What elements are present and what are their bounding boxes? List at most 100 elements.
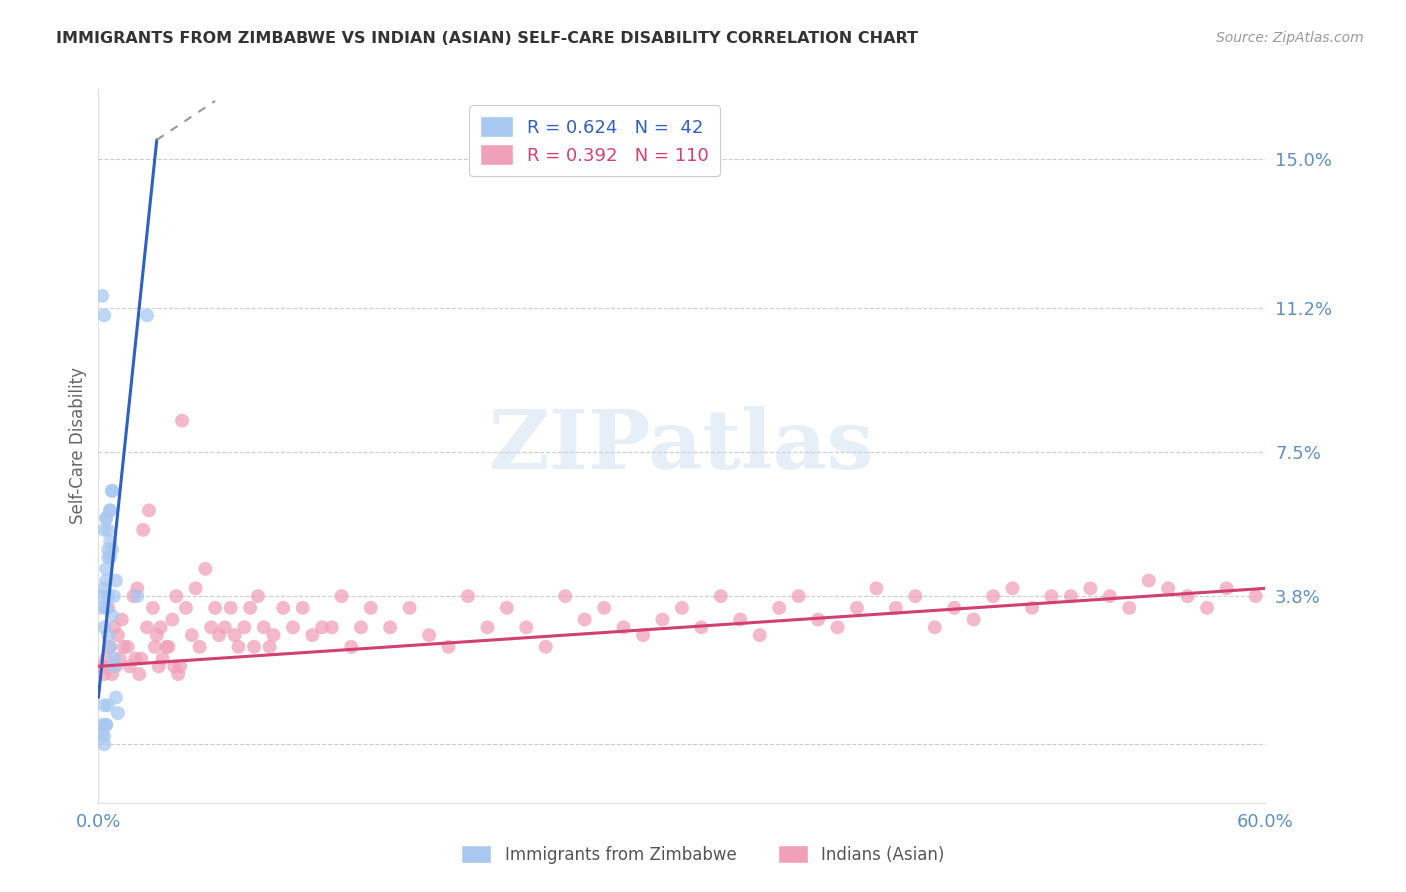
- Point: [262, 628, 284, 642]
- Point: [117, 640, 139, 654]
- Point: [204, 600, 226, 615]
- Point: [1195, 600, 1218, 615]
- Point: [330, 589, 353, 603]
- Point: [170, 414, 193, 428]
- Point: [103, 589, 125, 603]
- Point: [96, 718, 118, 732]
- Point: [103, 620, 125, 634]
- Legend: R = 0.624   N =  42, R = 0.392   N = 110: R = 0.624 N = 42, R = 0.392 N = 110: [470, 105, 720, 176]
- Point: [1215, 582, 1237, 596]
- Point: [165, 589, 187, 603]
- Point: [162, 613, 184, 627]
- Point: [748, 628, 770, 642]
- Point: [97, 600, 120, 615]
- Point: [124, 651, 146, 665]
- Point: [96, 511, 118, 525]
- Point: [219, 600, 242, 615]
- Point: [671, 600, 693, 615]
- Point: [884, 600, 907, 615]
- Point: [1244, 589, 1267, 603]
- Point: [91, 289, 114, 303]
- Point: [104, 659, 127, 673]
- Point: [398, 600, 420, 615]
- Point: [246, 589, 269, 603]
- Point: [224, 628, 246, 642]
- Point: [943, 600, 966, 615]
- Point: [690, 620, 713, 634]
- Point: [128, 667, 150, 681]
- Point: [91, 600, 114, 615]
- Point: [111, 613, 134, 627]
- Point: [104, 574, 127, 588]
- Point: [101, 483, 124, 498]
- Point: [91, 589, 114, 603]
- Point: [1098, 589, 1121, 603]
- Point: [146, 628, 169, 642]
- Legend: Immigrants from Zimbabwe, Indians (Asian): Immigrants from Zimbabwe, Indians (Asian…: [454, 838, 952, 871]
- Point: [534, 640, 557, 654]
- Point: [340, 640, 363, 654]
- Point: [962, 613, 984, 627]
- Point: [924, 620, 946, 634]
- Point: [1177, 589, 1199, 603]
- Point: [98, 503, 121, 517]
- Point: [136, 309, 159, 323]
- Point: [98, 534, 121, 549]
- Point: [157, 640, 180, 654]
- Point: [169, 659, 191, 673]
- Point: [127, 582, 149, 596]
- Point: [96, 562, 118, 576]
- Point: [574, 613, 596, 627]
- Point: [97, 589, 120, 603]
- Point: [98, 640, 121, 654]
- Point: [904, 589, 927, 603]
- Point: [200, 620, 222, 634]
- Text: Source: ZipAtlas.com: Source: ZipAtlas.com: [1216, 31, 1364, 45]
- Point: [96, 600, 118, 615]
- Point: [91, 725, 114, 739]
- Point: [846, 600, 869, 615]
- Point: [1060, 589, 1083, 603]
- Point: [228, 640, 250, 654]
- Point: [93, 737, 115, 751]
- Point: [188, 640, 211, 654]
- Point: [730, 613, 752, 627]
- Point: [107, 706, 129, 720]
- Point: [93, 620, 115, 634]
- Point: [152, 651, 174, 665]
- Point: [710, 589, 733, 603]
- Point: [93, 730, 115, 744]
- Point: [101, 608, 124, 623]
- Point: [631, 628, 654, 642]
- Point: [807, 613, 830, 627]
- Point: [380, 620, 402, 634]
- Point: [1040, 589, 1063, 603]
- Point: [281, 620, 304, 634]
- Point: [91, 718, 114, 732]
- Point: [180, 628, 202, 642]
- Point: [184, 582, 207, 596]
- Point: [787, 589, 810, 603]
- Point: [107, 628, 129, 642]
- Point: [613, 620, 636, 634]
- Point: [93, 309, 115, 323]
- Point: [93, 582, 115, 596]
- Point: [122, 589, 145, 603]
- Point: [651, 613, 673, 627]
- Point: [103, 651, 125, 665]
- Point: [138, 503, 160, 517]
- Point: [1157, 582, 1180, 596]
- Point: [208, 628, 231, 642]
- Point: [301, 628, 323, 642]
- Point: [136, 620, 159, 634]
- Point: [167, 667, 190, 681]
- Point: [291, 600, 314, 615]
- Point: [98, 550, 121, 565]
- Point: [93, 523, 115, 537]
- Point: [91, 659, 114, 673]
- Point: [259, 640, 281, 654]
- Point: [103, 659, 125, 673]
- Point: [93, 667, 115, 681]
- Point: [239, 600, 262, 615]
- Point: [243, 640, 266, 654]
